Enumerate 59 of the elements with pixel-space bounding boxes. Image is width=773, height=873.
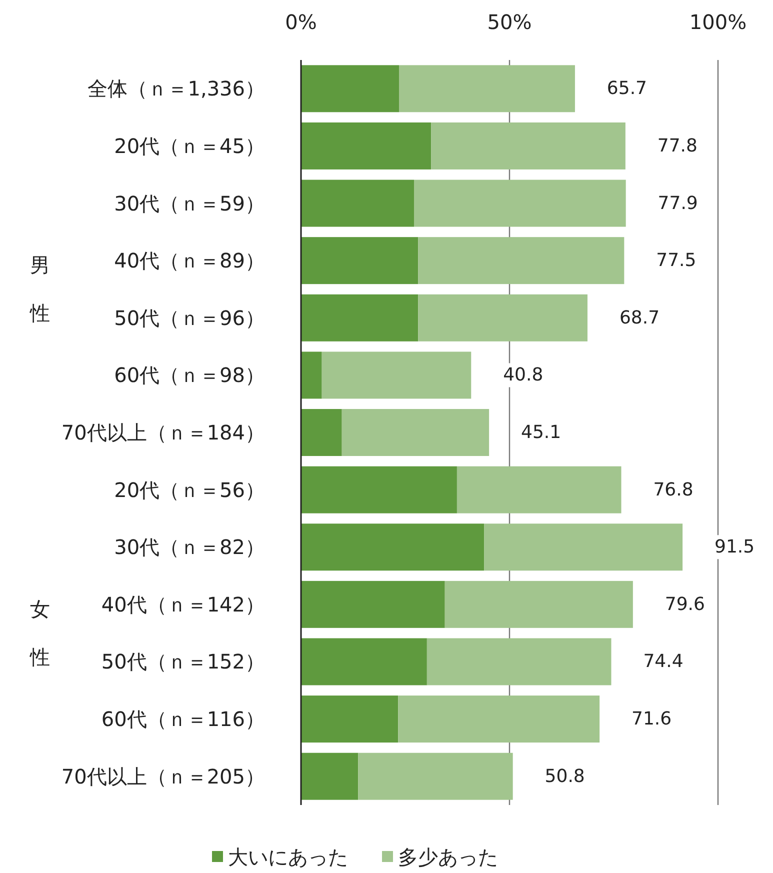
text: 女性 (30, 597, 50, 670)
bar (301, 696, 398, 743)
text: 男性 (30, 253, 50, 326)
bar (301, 180, 414, 227)
bar (301, 466, 457, 514)
y-tick-label: 30代（ｎ＝82） (114, 535, 265, 560)
total-label: 50.8 (544, 766, 585, 787)
y-tick-label: 20代（ｎ＝45） (114, 134, 265, 158)
total-label: 76.8 (653, 479, 694, 500)
legend-label: 多少あった (398, 845, 498, 869)
y-tick-label: 20代（ｎ＝56） (114, 478, 265, 502)
bar (456, 466, 622, 514)
bar (431, 122, 626, 170)
y-tick-label: 40代（ｎ＝142） (101, 592, 265, 616)
total-label: 77.9 (658, 192, 698, 214)
bar (418, 237, 624, 284)
y-tick-label: 50代（ｎ＝152） (101, 650, 265, 674)
total-label: 77.8 (657, 135, 698, 156)
bar (301, 122, 432, 170)
bar (414, 180, 626, 227)
total-label: 71.6 (632, 708, 672, 730)
y-tick-label: 60代（ｎ＝98） (114, 363, 265, 388)
bar (398, 696, 600, 743)
total-label: 77.5 (656, 250, 696, 272)
total-label: 65.7 (606, 78, 648, 100)
bar (301, 294, 418, 342)
bar (301, 580, 445, 628)
x-tick-label: 50% (487, 10, 532, 34)
bar (322, 352, 472, 399)
bar (358, 752, 513, 800)
y-tick-label: 30代（ｎ＝59） (114, 191, 265, 216)
total-label: 40.8 (503, 364, 544, 386)
bar (301, 237, 418, 284)
total-label: 45.1 (521, 422, 562, 443)
bar (301, 409, 342, 456)
y-tick-label: 50代（ｎ＝96） (114, 306, 265, 330)
y-tick-label: 40代（ｎ＝89） (114, 248, 265, 273)
legend-label: 大いにあった (228, 845, 348, 869)
y-tick-label: 70代以上（ｎ＝184） (61, 420, 265, 444)
x-tick-label: 100% (689, 10, 747, 34)
bar (301, 352, 322, 399)
bar (426, 638, 612, 686)
x-tick-label: 0% (285, 10, 317, 34)
y-tick-label: 70代以上（ｎ＝205） (61, 764, 265, 788)
bar (444, 580, 633, 628)
bar (342, 409, 490, 456)
y-tick-label: 60代（ｎ＝116） (101, 707, 265, 732)
total-label: 91.5 (714, 536, 755, 558)
bar (484, 524, 683, 571)
bar (301, 638, 427, 686)
y-tick-label: 全体（ｎ＝1,336） (88, 76, 265, 101)
bar (398, 65, 575, 112)
total-label: 68.7 (619, 307, 660, 328)
bar (418, 294, 588, 342)
total-label: 79.6 (664, 594, 705, 615)
total-label: 74.4 (643, 651, 684, 672)
bar (301, 752, 358, 800)
bar (301, 65, 399, 112)
bar (301, 524, 484, 571)
